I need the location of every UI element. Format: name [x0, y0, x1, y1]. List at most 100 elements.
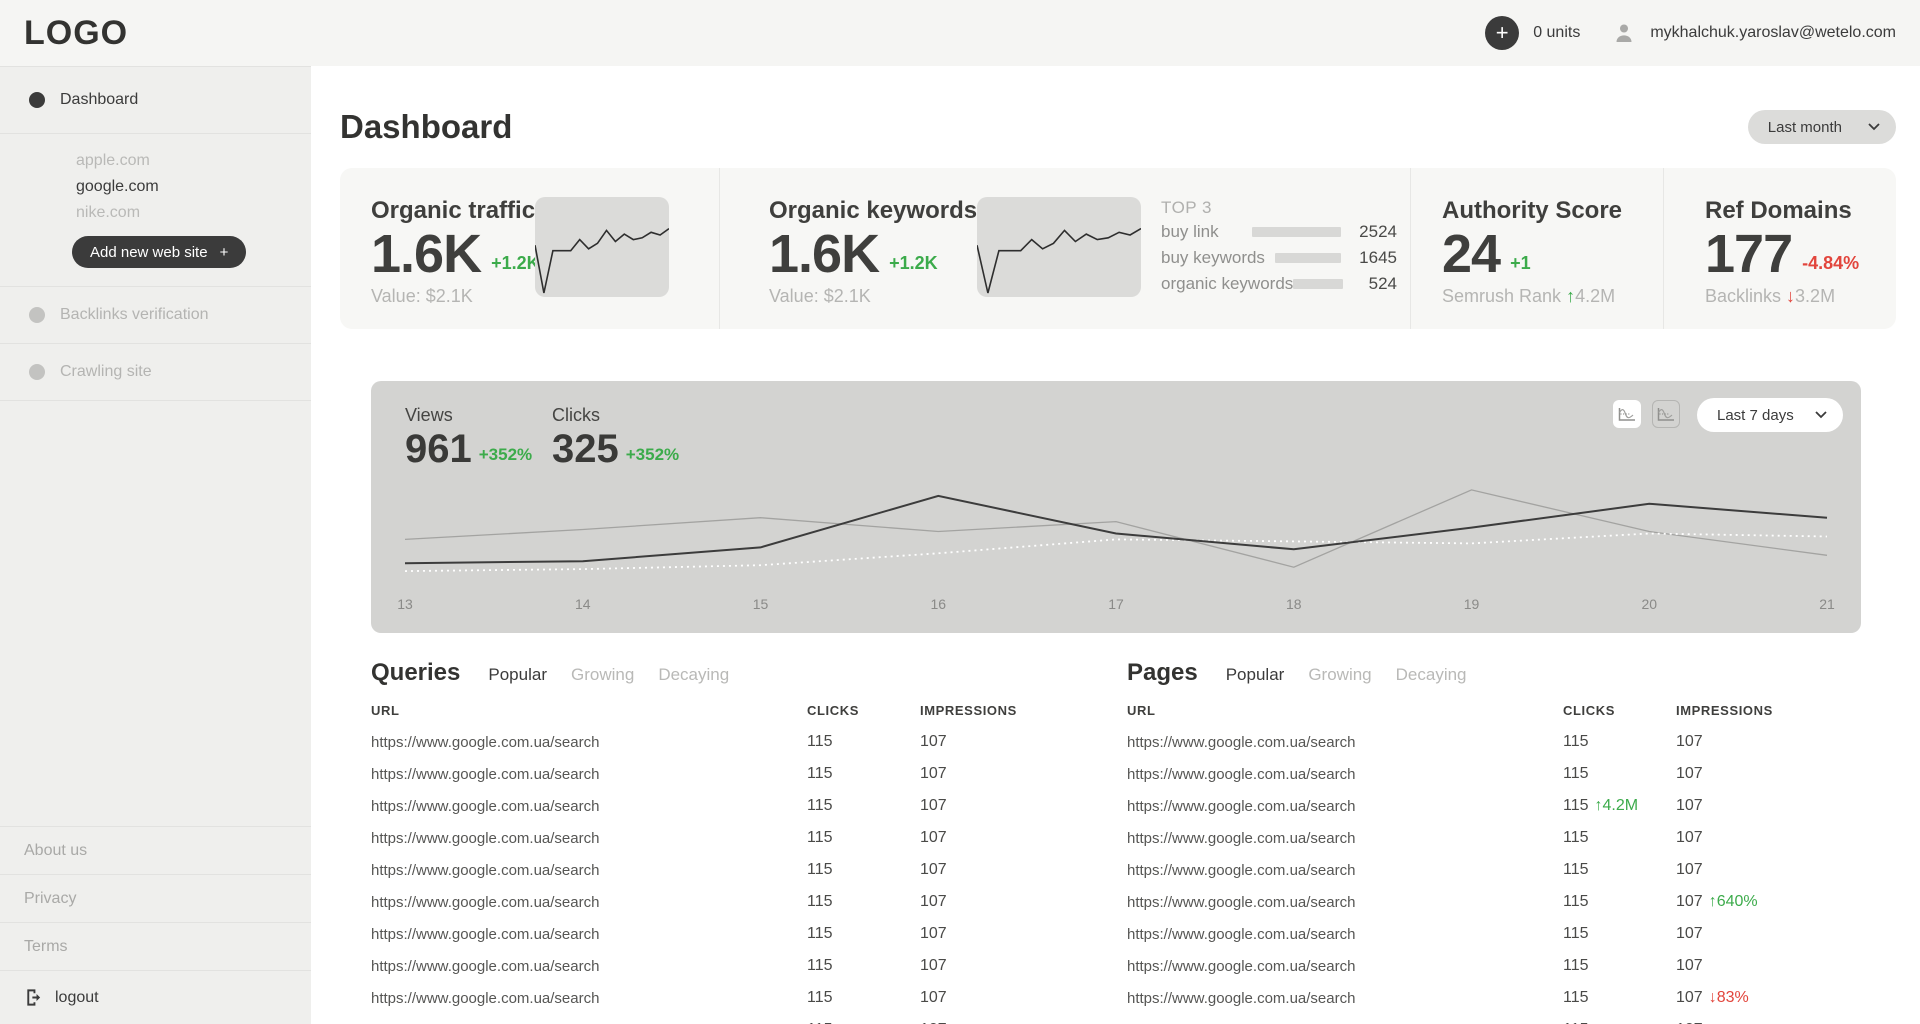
- tab-popular[interactable]: Popular: [488, 665, 547, 684]
- row-impressions-value: 107: [1676, 765, 1703, 782]
- chart-period-dropdown[interactable]: Last 7 days: [1697, 398, 1843, 432]
- row-url-link[interactable]: https://www.google.com.ua/search: [371, 733, 600, 751]
- row-url-link[interactable]: https://www.google.com.ua/search: [1127, 765, 1356, 783]
- page-title: Dashboard: [340, 108, 513, 145]
- sidebar-item-crawling-site[interactable]: Crawling site: [0, 344, 311, 400]
- privacy-link[interactable]: Privacy: [0, 874, 311, 922]
- top3-keywords: TOP 3 buy link 2524 buy keywords 1645 or…: [1161, 198, 1397, 296]
- subtext-value: 3.2M: [1795, 286, 1836, 307]
- tab-decaying[interactable]: Decaying: [658, 665, 730, 684]
- row-url-link[interactable]: https://www.google.com.ua/search: [1127, 957, 1356, 975]
- sidebar: Dashboard apple.com google.com nike.com …: [0, 66, 311, 1024]
- tab-growing[interactable]: Growing: [571, 665, 635, 684]
- row-url-link[interactable]: https://www.google.com.ua/search: [1127, 1022, 1563, 1024]
- user-email[interactable]: mykhalchuk.yaroslav@wetelo.com: [1650, 24, 1896, 41]
- organic-keywords-stat: Organic keywords 1.6K +1.2K Value: $2.1K…: [719, 168, 1410, 329]
- row-url-link[interactable]: https://www.google.com.ua/search: [1127, 925, 1356, 943]
- row-impressions-value: 107 ↓83%: [1676, 989, 1749, 1006]
- col-url: URL: [1127, 703, 1156, 718]
- terms-link[interactable]: Terms: [0, 922, 311, 970]
- row-clicks-value: 115: [807, 957, 833, 974]
- table-column-headers: URL CLICKS IMPRESSIONS: [371, 703, 1061, 718]
- chart-view-toggle-inactive[interactable]: [1652, 400, 1680, 428]
- row-url-link[interactable]: https://www.google.com.ua/search: [371, 765, 600, 783]
- logout-button[interactable]: logout: [0, 970, 311, 1024]
- row-url-link[interactable]: https://www.google.com.ua/search: [1127, 893, 1356, 911]
- metric-value: 961: [405, 427, 472, 471]
- row-url-link[interactable]: https://www.google.com.ua/search: [1127, 989, 1356, 1007]
- row-url-link[interactable]: https://www.google.com.ua/search: [1127, 861, 1356, 879]
- ref-domains-stat: Ref Domains 177 -4.84% Backlinks ↓3.2M: [1663, 168, 1896, 329]
- site-item-nike[interactable]: nike.com: [76, 204, 141, 221]
- app-logo[interactable]: LOGO: [24, 13, 129, 52]
- top3-row: organic keywords 524: [1161, 271, 1397, 296]
- row-url-link[interactable]: https://www.google.com.ua/search: [371, 957, 600, 975]
- row-clicks-value: 115: [807, 829, 833, 846]
- row-impressions-value: 107: [920, 989, 947, 1006]
- chevron-down-icon: [1815, 411, 1827, 419]
- pages-table: Pages Popular Growing Decaying URL CLICK…: [1127, 659, 1817, 1024]
- row-clicks-value: 115: [1563, 861, 1589, 878]
- chart-view-toggle-active[interactable]: [1613, 400, 1641, 428]
- row-impressions-value: 107: [920, 861, 947, 878]
- row-url-link[interactable]: https://www.google.com.ua/search: [371, 829, 600, 847]
- row-url-link[interactable]: https://www.google.com.ua/search: [1127, 829, 1356, 847]
- about-us-link[interactable]: About us: [0, 826, 311, 874]
- site-item-apple[interactable]: apple.com: [76, 152, 150, 169]
- organic-keywords-sparkline: [977, 197, 1141, 297]
- app-header: LOGO + 0 units mykhalchuk.yaroslav@wetel…: [0, 0, 1920, 66]
- row-url-link[interactable]: https://www.google.com.ua/search: [371, 989, 600, 1007]
- row-clicks-value: 115: [807, 797, 833, 814]
- row-url-link[interactable]: https://www.google.com.ua/search: [371, 861, 600, 879]
- chart-x-axis-labels: 13 14 15 16 17 18 19 20 21: [371, 596, 1861, 616]
- stat-value: 1.6K: [371, 224, 482, 284]
- add-website-button[interactable]: Add new web site +: [72, 236, 247, 268]
- divider: [0, 286, 311, 287]
- tab-growing[interactable]: Growing: [1308, 665, 1372, 684]
- table-row: https://www.google.com.ua/search 115 107: [1127, 918, 1817, 950]
- table-column-headers: URL CLICKS IMPRESSIONS: [1127, 703, 1817, 718]
- col-impressions: IMPRESSIONS: [920, 703, 1017, 718]
- chart-series-comparison-dotted: [404, 532, 1828, 572]
- row-url-link[interactable]: https://www.google.com.ua/search: [371, 893, 600, 911]
- row-url-link[interactable]: https://www.google.com.ua/search: [1127, 797, 1356, 815]
- sidebar-item-dashboard[interactable]: Dashboard: [0, 67, 311, 133]
- row-impressions-value: 107: [920, 1021, 1061, 1024]
- stat-subtext: Semrush Rank ↑4.2M: [1442, 286, 1663, 307]
- stat-title: Organic traffic: [371, 197, 536, 224]
- plus-icon: +: [1495, 20, 1509, 45]
- add-units-button[interactable]: +: [1485, 16, 1520, 50]
- backlinks-bullet-icon: [29, 307, 45, 323]
- row-url-link[interactable]: https://www.google.com.ua/search: [371, 1022, 807, 1024]
- stat-value: 24: [1442, 224, 1501, 284]
- metric-delta: +352%: [625, 445, 680, 464]
- table-row: https://www.google.com.ua/search 115 107: [1127, 854, 1817, 886]
- row-impressions-value: 107: [920, 733, 947, 750]
- user-avatar-icon[interactable]: [1612, 21, 1636, 45]
- table-row: https://www.google.com.ua/search 115 107: [1127, 726, 1817, 758]
- row-clicks-value: 115: [807, 733, 833, 750]
- site-item-google[interactable]: google.com: [76, 178, 159, 195]
- tab-decaying[interactable]: Decaying: [1395, 665, 1467, 684]
- organic-traffic-stat: Organic traffic 1.6K +1.2K Value: $2.1K: [340, 168, 719, 329]
- row-clicks-value: 115: [807, 989, 833, 1006]
- sidebar-item-backlinks-verification[interactable]: Backlinks verification: [0, 287, 311, 343]
- stat-subtext: Value: $2.1K: [769, 286, 871, 307]
- row-url-link[interactable]: https://www.google.com.ua/search: [1127, 733, 1356, 751]
- sidebar-item-label: Crawling site: [60, 363, 152, 380]
- pages-title: Pages: [1127, 659, 1198, 686]
- tab-popular[interactable]: Popular: [1225, 665, 1285, 684]
- table-row: https://www.google.com.ua/search 115 107: [1127, 950, 1817, 982]
- stat-delta: +1.2K: [889, 253, 938, 274]
- row-impressions-value: 107: [920, 829, 947, 846]
- row-url-link[interactable]: https://www.google.com.ua/search: [371, 797, 600, 815]
- row-url-link[interactable]: https://www.google.com.ua/search: [371, 925, 600, 943]
- stat-delta: -4.84%: [1802, 253, 1860, 274]
- x-axis-tick: 17: [1108, 596, 1124, 612]
- units-count: 0 units: [1533, 24, 1581, 41]
- x-axis-tick: 14: [574, 596, 591, 612]
- period-dropdown[interactable]: Last month: [1747, 110, 1896, 144]
- top3-label: buy link: [1161, 221, 1219, 241]
- divider: [0, 133, 311, 134]
- stat-subtext: Value: $2.1K: [371, 286, 473, 307]
